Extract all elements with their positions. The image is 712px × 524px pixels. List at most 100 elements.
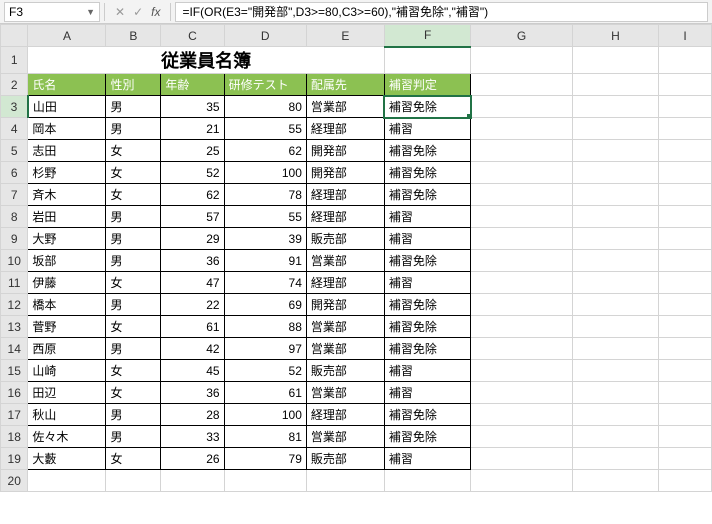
cell[interactable] bbox=[659, 316, 712, 338]
cell[interactable] bbox=[106, 470, 161, 492]
cell[interactable] bbox=[659, 206, 712, 228]
cell[interactable]: 経理部 bbox=[306, 206, 384, 228]
cell[interactable]: 営業部 bbox=[306, 338, 384, 360]
cell[interactable]: 大野 bbox=[28, 228, 106, 250]
cell[interactable] bbox=[572, 338, 659, 360]
cell[interactable]: 88 bbox=[224, 316, 306, 338]
cell[interactable] bbox=[659, 118, 712, 140]
name-box[interactable]: F3 ▼ bbox=[4, 2, 100, 22]
cell[interactable] bbox=[572, 206, 659, 228]
cell[interactable]: 坂部 bbox=[28, 250, 106, 272]
cell[interactable]: 営業部 bbox=[306, 382, 384, 404]
cell[interactable]: 52 bbox=[224, 360, 306, 382]
cell[interactable] bbox=[471, 338, 572, 360]
cell[interactable]: 80 bbox=[224, 96, 306, 118]
row-header-13[interactable]: 13 bbox=[1, 316, 28, 338]
cell[interactable] bbox=[572, 47, 659, 74]
cell[interactable]: 志田 bbox=[28, 140, 106, 162]
row-header-18[interactable]: 18 bbox=[1, 426, 28, 448]
cell[interactable] bbox=[471, 448, 572, 470]
cell[interactable] bbox=[471, 382, 572, 404]
row-header-5[interactable]: 5 bbox=[1, 140, 28, 162]
cell[interactable] bbox=[659, 250, 712, 272]
row-header-2[interactable]: 2 bbox=[1, 74, 28, 96]
cell[interactable] bbox=[28, 470, 106, 492]
column-header-F[interactable]: F bbox=[384, 25, 471, 47]
cell[interactable]: 補習 bbox=[384, 206, 471, 228]
cell[interactable]: 販売部 bbox=[306, 228, 384, 250]
cell[interactable]: 販売部 bbox=[306, 360, 384, 382]
cell[interactable] bbox=[471, 404, 572, 426]
row-header-4[interactable]: 4 bbox=[1, 118, 28, 140]
cell[interactable]: 補習免除 bbox=[384, 294, 471, 316]
cell[interactable]: 女 bbox=[106, 360, 161, 382]
column-header-C[interactable]: C bbox=[161, 25, 224, 47]
formula-input[interactable]: =IF(OR(E3="開発部",D3>=80,C3>=60),"補習免除","補… bbox=[175, 2, 708, 22]
cell[interactable] bbox=[659, 228, 712, 250]
row-header-1[interactable]: 1 bbox=[1, 47, 28, 74]
cell[interactable]: 35 bbox=[161, 96, 224, 118]
cell[interactable]: 21 bbox=[161, 118, 224, 140]
cell[interactable]: 山田 bbox=[28, 96, 106, 118]
cell[interactable]: 営業部 bbox=[306, 426, 384, 448]
cell[interactable] bbox=[306, 470, 384, 492]
cell[interactable] bbox=[659, 448, 712, 470]
cell[interactable] bbox=[659, 360, 712, 382]
cell[interactable]: 経理部 bbox=[306, 118, 384, 140]
cell[interactable] bbox=[659, 96, 712, 118]
cell[interactable] bbox=[572, 426, 659, 448]
cell[interactable]: 経理部 bbox=[306, 404, 384, 426]
column-header-H[interactable]: H bbox=[572, 25, 659, 47]
cell[interactable]: 36 bbox=[161, 382, 224, 404]
cell[interactable] bbox=[659, 294, 712, 316]
cell[interactable] bbox=[471, 470, 572, 492]
cell[interactable]: 42 bbox=[161, 338, 224, 360]
cell[interactable] bbox=[471, 316, 572, 338]
cell[interactable]: 25 bbox=[161, 140, 224, 162]
cell[interactable]: 佐々木 bbox=[28, 426, 106, 448]
table-header-cell[interactable]: 補習判定 bbox=[384, 74, 471, 96]
cell[interactable] bbox=[384, 47, 471, 74]
cell[interactable]: 22 bbox=[161, 294, 224, 316]
column-header-E[interactable]: E bbox=[306, 25, 384, 47]
column-header-B[interactable]: B bbox=[106, 25, 161, 47]
cell[interactable]: 57 bbox=[161, 206, 224, 228]
cell[interactable]: 開発部 bbox=[306, 294, 384, 316]
cell[interactable]: 補習免除 bbox=[384, 96, 471, 118]
cell[interactable] bbox=[572, 294, 659, 316]
cell[interactable]: 女 bbox=[106, 184, 161, 206]
cell[interactable]: 33 bbox=[161, 426, 224, 448]
cell[interactable]: 男 bbox=[106, 426, 161, 448]
cell[interactable]: 伊藤 bbox=[28, 272, 106, 294]
cell[interactable]: 男 bbox=[106, 294, 161, 316]
cell[interactable]: 69 bbox=[224, 294, 306, 316]
cell[interactable] bbox=[659, 382, 712, 404]
cell[interactable]: 男 bbox=[106, 96, 161, 118]
cell[interactable]: 男 bbox=[106, 338, 161, 360]
cell[interactable] bbox=[659, 404, 712, 426]
table-header-cell[interactable]: 年齢 bbox=[161, 74, 224, 96]
cell[interactable]: 開発部 bbox=[306, 162, 384, 184]
cell[interactable]: 55 bbox=[224, 118, 306, 140]
cell[interactable] bbox=[471, 228, 572, 250]
cell[interactable]: 97 bbox=[224, 338, 306, 360]
column-header-D[interactable]: D bbox=[224, 25, 306, 47]
row-header-6[interactable]: 6 bbox=[1, 162, 28, 184]
column-header-A[interactable]: A bbox=[28, 25, 106, 47]
cell[interactable] bbox=[572, 228, 659, 250]
row-header-20[interactable]: 20 bbox=[1, 470, 28, 492]
cell[interactable]: 営業部 bbox=[306, 250, 384, 272]
cell[interactable]: 営業部 bbox=[306, 96, 384, 118]
cell[interactable] bbox=[161, 470, 224, 492]
cell[interactable] bbox=[471, 250, 572, 272]
row-header-15[interactable]: 15 bbox=[1, 360, 28, 382]
cell[interactable]: 女 bbox=[106, 382, 161, 404]
cell[interactable]: 62 bbox=[161, 184, 224, 206]
row-header-7[interactable]: 7 bbox=[1, 184, 28, 206]
cell[interactable]: 橋本 bbox=[28, 294, 106, 316]
cell[interactable] bbox=[471, 47, 572, 74]
cell[interactable] bbox=[572, 448, 659, 470]
cell[interactable]: 45 bbox=[161, 360, 224, 382]
cell[interactable]: 補習 bbox=[384, 272, 471, 294]
cell[interactable]: 61 bbox=[161, 316, 224, 338]
